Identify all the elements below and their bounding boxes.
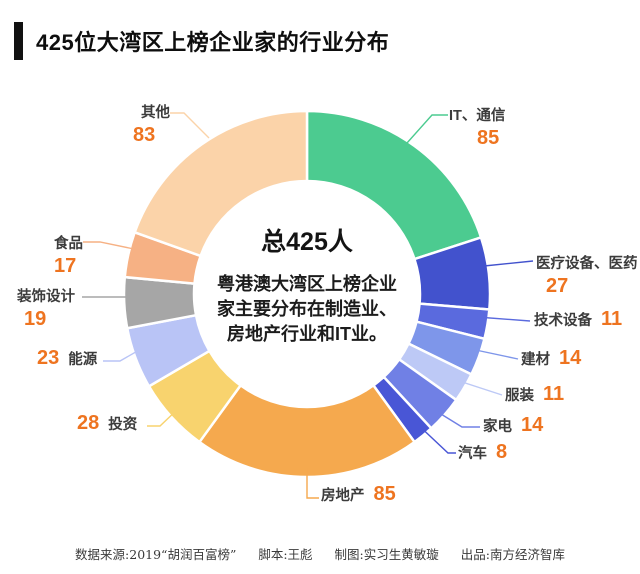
segment-value: 11 [601, 308, 623, 330]
leader-line-12 [170, 112, 210, 139]
label-energy: 23 能源 [37, 347, 97, 370]
segment-value: 28 [77, 412, 100, 434]
segment-value: 14 [521, 414, 544, 436]
segment-label: 装饰设计 [17, 289, 75, 305]
segment-value: 85 [373, 483, 396, 505]
segment-label: 家电 [483, 419, 512, 435]
credit-producer: 出品:南方经济智库 [460, 547, 565, 562]
segment-value: 83 [133, 124, 156, 146]
page-title-row: 425位大湾区上榜企业家的行业分布 [14, 22, 389, 60]
credit-design: 制图:实习生黄敏璇 [334, 547, 439, 562]
summary-line-2: 家主要分布在制造业、 [217, 299, 397, 319]
label-home-appliances: 家电 14 [483, 414, 543, 437]
label-it-telecom: IT、通信 85 [449, 104, 505, 150]
segment-value: 27 [546, 275, 569, 297]
title-accent-bar [14, 22, 23, 60]
leader-line-6 [413, 420, 456, 454]
segment-label: 能源 [68, 352, 98, 368]
segment-label: 房地产 [321, 488, 365, 504]
segment-label: 食品 [54, 236, 83, 252]
segment-value: 8 [496, 441, 508, 463]
segment-label: IT、通信 [449, 108, 506, 124]
label-others: 其他 83 [133, 101, 170, 147]
label-decoration-design: 装饰设计 19 [17, 285, 75, 331]
label-real-estate: 房地产 85 [321, 483, 396, 506]
page-title: 425位大湾区上榜企业家的行业分布 [36, 30, 390, 55]
leader-line-3 [470, 348, 519, 360]
segment-label: 建材 [521, 352, 550, 368]
leader-line-7 [306, 468, 319, 499]
leader-line-11 [83, 241, 140, 251]
segment-value: 23 [37, 347, 60, 369]
segment-value: 85 [477, 127, 500, 149]
label-tech-equipment: 技术设备 11 [534, 308, 622, 331]
segment-value: 11 [543, 383, 565, 405]
label-apparel: 服装 11 [505, 383, 564, 406]
leader-line-1 [483, 260, 534, 267]
donut-segment-12 [133, 109, 309, 258]
credit-script: 脚本:王彪 [258, 547, 313, 562]
leader-line-5 [427, 405, 480, 428]
label-building-materials: 建材 14 [521, 347, 581, 370]
leader-line-8 [147, 407, 180, 427]
segment-label: 医疗设备、医药 [536, 256, 638, 272]
leader-line-4 [455, 379, 503, 396]
total-count: 总425人 [261, 228, 353, 256]
chart-summary: 粤港澳大湾区上榜企业 家主要分布在制造业、 房地产行业和IT业。 [177, 272, 437, 347]
credit-source: 数据来源:2019“胡润百富榜” [75, 547, 237, 562]
segment-label: 其他 [141, 105, 170, 121]
leader-line-0 [406, 114, 448, 144]
segment-label: 技术设备 [534, 313, 592, 329]
segment-value: 17 [54, 255, 77, 277]
label-automobile: 汽车 8 [458, 441, 507, 464]
segment-value: 19 [24, 308, 47, 330]
segment-value: 14 [559, 347, 582, 369]
leader-line-9 [103, 348, 142, 362]
label-food: 食品 17 [54, 232, 83, 278]
footer-credits: 数据来源:2019“胡润百富榜” 脚本:王彪 制图:实习生黄敏璇 出品:南方经济… [0, 544, 640, 563]
summary-line-3: 房地产行业和IT业。 [227, 324, 387, 344]
summary-line-1: 粤港澳大湾区上榜企业 [217, 274, 397, 294]
label-investment: 28 投资 [77, 412, 137, 435]
leader-line-2 [476, 316, 531, 322]
segment-label: 投资 [108, 417, 138, 433]
segment-label: 服装 [505, 388, 534, 404]
segment-label: 汽车 [458, 446, 487, 462]
chart-center-text: 总425人 粤港澳大湾区上榜企业 家主要分布在制造业、 房地产行业和IT业。 [177, 222, 437, 347]
label-medical-pharma: 医疗设备、医药 27 [536, 252, 638, 298]
